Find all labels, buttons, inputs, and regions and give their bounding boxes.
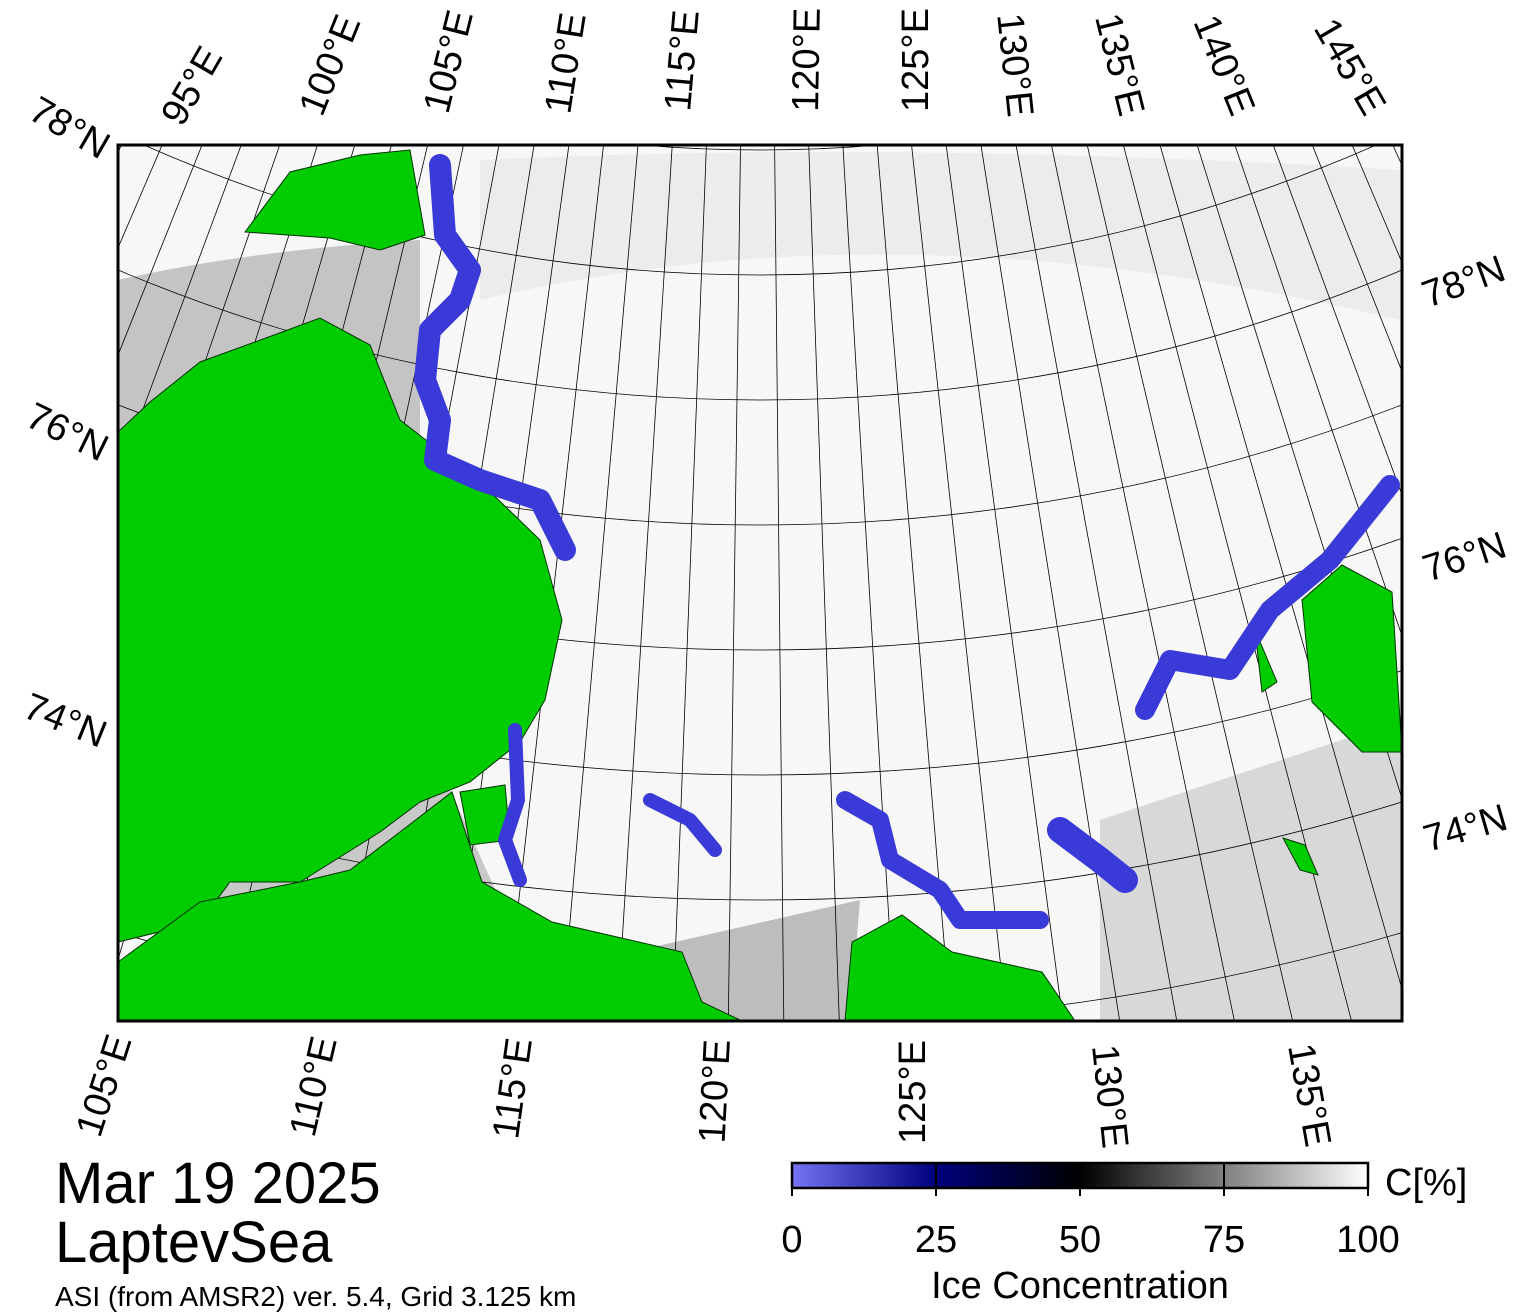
meridian: [980, 145, 1121, 1021]
meridian: [774, 145, 785, 1021]
ice-edge: [498, 723, 527, 887]
colorbar-unit: C[%]: [1385, 1162, 1467, 1204]
lon-label: 105°E: [68, 1030, 140, 1142]
lat-label: 76°N: [20, 395, 115, 470]
colorbar-tick-label: 75: [1203, 1219, 1245, 1261]
lat-label: 76°N: [1418, 524, 1512, 590]
colorbar-tick-label: 25: [915, 1219, 957, 1261]
colorbar-tick-label: 0: [781, 1219, 802, 1261]
ice-gray: [1100, 720, 1402, 1021]
meridian: [0, 0, 134, 1028]
lon-label: 125°E: [892, 1040, 934, 1144]
meridian: [560, 145, 639, 1021]
ice-edge: [414, 154, 576, 561]
meridian: [727, 145, 741, 1021]
land: [1254, 629, 1278, 693]
meridian: [808, 145, 840, 1021]
lon-label: 110°E: [537, 10, 594, 116]
land: [844, 914, 1076, 1021]
lon-label: 130°E: [988, 11, 1041, 119]
region: LaptevSea: [55, 1210, 333, 1275]
colorbar: C[%] Ice Concentration 0 25 50 75 100: [781, 1161, 1467, 1307]
lon-label: 140°E: [1185, 9, 1263, 121]
lon-label: 125°E: [895, 8, 937, 112]
lon-label: 120°E: [785, 7, 829, 112]
land: [244, 149, 426, 251]
lat-label: 74°N: [1419, 797, 1512, 861]
meridian: [1051, 145, 1235, 1021]
meridian: [1086, 145, 1294, 1021]
meridian: [1517, 0, 1525, 864]
colorbar-tick-label: 100: [1336, 1219, 1399, 1261]
land: [1281, 837, 1319, 876]
meridian: [842, 145, 896, 1021]
lon-label: 135°E: [1279, 1040, 1338, 1150]
meridian: [1159, 145, 1402, 991]
lon-label: 130°E: [1083, 1043, 1136, 1151]
meridian: [1382, 0, 1525, 1033]
source: ASI (from AMSR2) ver. 5.4, Grid 3.125 km: [55, 1281, 576, 1312]
lon-label: 115°E: [657, 8, 708, 112]
meridian: [1272, 145, 1402, 497]
parallel: [640, 145, 880, 150]
meridian: [118, 145, 203, 357]
colorbar-title: Ice Concentration: [931, 1265, 1229, 1307]
lon-label: 120°E: [692, 1038, 739, 1144]
land: [1301, 564, 1402, 753]
lon-label: 95°E: [153, 40, 231, 133]
meridian: [1311, 145, 1402, 373]
lon-label: 110°E: [282, 1033, 346, 1141]
lon-label: 135°E: [1086, 9, 1152, 120]
lon-label: 145°E: [1305, 11, 1393, 122]
lon-label: 115°E: [485, 1035, 541, 1141]
ice-edge: [836, 791, 1049, 929]
land: [118, 791, 743, 1021]
lat-label: 74°N: [18, 686, 112, 757]
map-frame: [116, 143, 1404, 1023]
meridian: [911, 145, 1008, 1021]
meridian: [672, 145, 707, 1021]
meridian: [1015, 145, 1178, 1021]
lon-label: 100°E: [291, 9, 369, 121]
ice-edge: [1047, 817, 1138, 893]
ice-gray: [480, 152, 1400, 320]
meridian: [1491, 0, 1525, 900]
meridian: [1464, 0, 1525, 935]
meridian: [876, 145, 952, 1021]
lat-label: 78°N: [1417, 248, 1511, 317]
ice-edge: [643, 793, 722, 857]
colorbar-tick-label: 50: [1059, 1219, 1101, 1261]
date: Mar 19 2025: [55, 1151, 381, 1216]
lon-label: 105°E: [416, 6, 482, 117]
ice-edge: [1135, 475, 1400, 720]
meridian: [945, 145, 1064, 1021]
meridian: [0, 0, 26, 895]
meridian: [118, 145, 242, 478]
meridian: [0, 0, 52, 931]
lat-label: 78°N: [22, 89, 117, 168]
meridian: [616, 145, 673, 1021]
